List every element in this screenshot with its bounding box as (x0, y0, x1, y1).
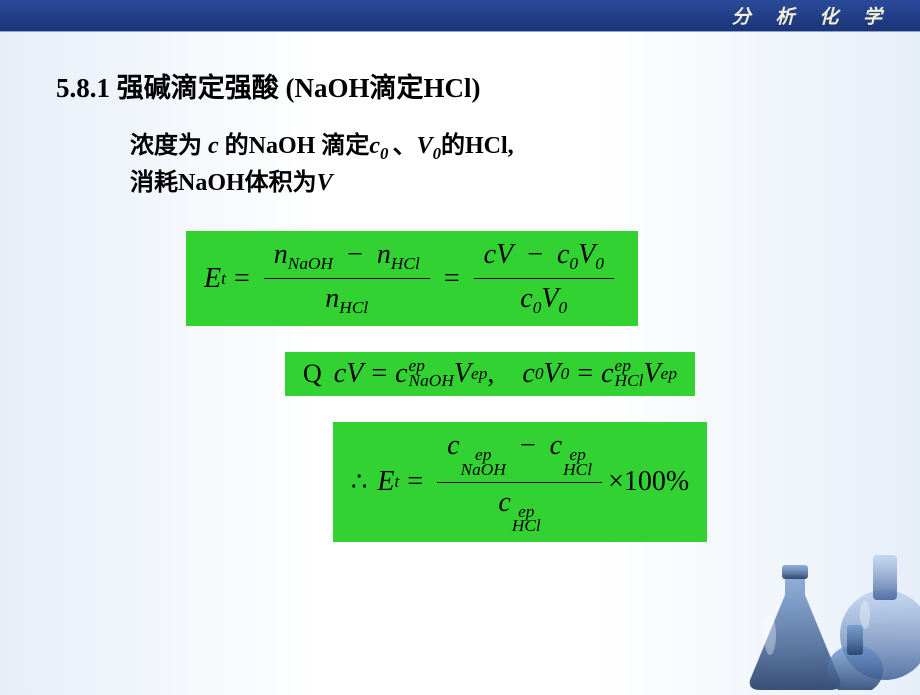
var-c: c (395, 358, 407, 390)
eq: = (407, 466, 423, 498)
top-banner: 分 析 化 学 (0, 0, 920, 32)
therefore-symbol: ∴ (351, 467, 368, 497)
formula-1-row: Et = nNaOH − nHCl nHCl = (146, 231, 864, 352)
var-n: n (274, 239, 288, 270)
supsub: epHCl (512, 505, 541, 535)
desc-line1: 浓度为 c 的NaOH 滴定c0 、V0的HCl, (130, 133, 514, 159)
sub0: 0 (433, 144, 441, 163)
sub-hcl: HCl (563, 463, 592, 478)
var-c: c (498, 487, 510, 518)
math-expr: Q cV = cepNaOHVep , c0V0 = cepHClVep (303, 358, 677, 390)
var-V: V (454, 358, 471, 390)
denominator: nHCl (315, 279, 378, 320)
var-E: E (204, 263, 221, 295)
formula-area: Et = nNaOH − nHCl nHCl = (56, 231, 864, 568)
var-c: c (208, 133, 219, 159)
supsub: epHCl (563, 448, 592, 478)
var-V: V (496, 239, 513, 270)
numerator: cepNaOH − cepHCl (437, 428, 602, 483)
txt: 、 (393, 133, 417, 159)
sub-naoh: NaOH (461, 463, 506, 478)
var-c: c (484, 239, 496, 270)
txt: 消耗NaOH体积为 (130, 170, 317, 196)
supsub: epNaOH (461, 448, 506, 478)
desc-line2: 消耗NaOH体积为V (130, 170, 333, 196)
sub0: 0 (380, 144, 393, 163)
because-symbol: Q (303, 359, 322, 389)
comma: , (487, 358, 494, 390)
supsub: epNaOH (409, 359, 454, 389)
var-V: V (544, 358, 561, 390)
sub-t: t (394, 472, 399, 492)
var-c: c (601, 358, 613, 390)
formula-1: Et = nNaOH − nHCl nHCl = (186, 231, 638, 326)
txt: 的HCl, (441, 133, 514, 159)
var-V: V (578, 239, 595, 270)
var-c: c (447, 430, 459, 461)
denominator: cepHCl (488, 483, 550, 537)
fraction: cV − c0V0 c0V0 (474, 237, 614, 320)
sub-hcl: HCl (391, 254, 420, 273)
var-c: c (334, 358, 346, 390)
eq: = (371, 358, 387, 390)
var-c: c (520, 283, 532, 314)
var-n: n (377, 239, 391, 270)
var-V: V (346, 358, 363, 390)
numerator: nNaOH − nHCl (264, 237, 430, 279)
var-V: V (644, 358, 661, 390)
var-v0: V (417, 133, 433, 159)
var-c: c (557, 239, 569, 270)
sub0: 0 (595, 254, 604, 273)
numerator: cV − c0V0 (474, 237, 614, 279)
eq: = (444, 263, 460, 295)
eq: = (234, 263, 250, 295)
fraction: cepNaOH − cepHCl cepHCl (437, 428, 602, 536)
banner-subject: 分 析 化 学 (732, 2, 892, 29)
var-c0: c (369, 133, 380, 159)
slide-content: 5.8.1 强碱滴定强酸 (NaOH滴定HCl) 浓度为 c 的NaOH 滴定c… (0, 32, 920, 568)
sub-naoh: NaOH (288, 254, 333, 273)
sub0: 0 (561, 364, 570, 384)
times-100pct: ×100% (608, 466, 689, 498)
sub-t: t (221, 269, 226, 289)
denominator: c0V0 (510, 279, 577, 320)
description: 浓度为 c 的NaOH 滴定c0 、V0的HCl, 消耗NaOH体积为V (130, 129, 864, 201)
sub-ep: ep (661, 364, 677, 384)
supsub: epHCl (615, 359, 644, 389)
formula-3: ∴ Et = cepNaOH − cepHCl cepHCl ×100% (333, 422, 707, 542)
var-v: V (317, 170, 333, 196)
formula-2: Q cV = cepNaOHVep , c0V0 = cepHClVep (285, 352, 695, 396)
sub0: 0 (535, 364, 544, 384)
txt: 的NaOH 滴定 (219, 133, 370, 159)
math-expr: ∴ Et = cepNaOH − cepHCl cepHCl ×100% (351, 428, 689, 536)
sub-naoh: NaOH (409, 374, 454, 389)
var-E: E (377, 466, 394, 498)
txt: 浓度为 (130, 133, 208, 159)
sub0: 0 (569, 254, 578, 273)
eq: = (577, 358, 593, 390)
sub-hcl: HCl (615, 374, 644, 389)
var-n: n (325, 283, 339, 314)
sub0: 0 (559, 298, 568, 317)
section-title: 5.8.1 强碱滴定强酸 (NaOH滴定HCl) (56, 66, 864, 105)
sub-ep: ep (471, 364, 487, 384)
var-V: V (541, 283, 558, 314)
sub-hcl: HCl (512, 519, 541, 534)
var-c: c (550, 430, 562, 461)
lab-glassware-decoration (690, 540, 920, 690)
fraction: nNaOH − nHCl nHCl (264, 237, 430, 320)
math-expr: Et = nNaOH − nHCl nHCl = (204, 237, 620, 320)
flask-icon (690, 540, 920, 690)
var-c: c (522, 358, 534, 390)
formula-2-row: Q cV = cepNaOHVep , c0V0 = cepHClVep (116, 352, 864, 422)
sub-hcl: HCl (339, 298, 368, 317)
